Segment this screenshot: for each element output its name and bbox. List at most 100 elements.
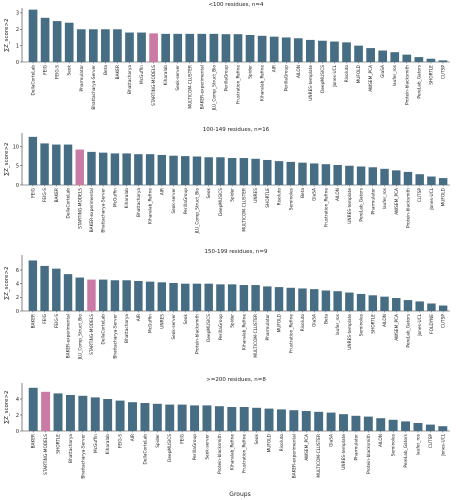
x-tick-label: UNRES-template [347, 188, 353, 224]
bar-feig [28, 136, 38, 185]
x-tick-label: Bhattacharya [68, 434, 74, 463]
x-tick-label: DellaCorteLab [101, 314, 107, 345]
bar-beta [321, 290, 331, 311]
bar-awsem-pca [392, 298, 401, 311]
bar-perillagroup [216, 284, 225, 311]
x-tick-label: MULTICOM-CLUSTER [187, 65, 193, 109]
bar-bhattacharya [65, 395, 75, 431]
x-tick-label: Risoluto [344, 65, 350, 83]
x-tick-label: Frustration_Refine [323, 188, 329, 227]
bar-protein-blacksmith [403, 171, 413, 185]
bar-pharmulator [351, 415, 361, 431]
x-tick-label: Protein-blacksmith [366, 434, 372, 474]
x-tick-label: Risoluto [279, 434, 285, 452]
x-tick-label: UNRES-template [347, 314, 353, 350]
x-tick-label: Pharmulator [265, 314, 271, 341]
chart-panel-4: >=200 residues, n=8 ∑Z_score>2 0 2 4 BAKER STA… [4, 377, 450, 479]
bar-cutsp [438, 60, 448, 62]
bar-perelab-gators [401, 421, 411, 431]
x-tick-label: FEIG [30, 188, 36, 198]
x-tick-label: Seok [67, 65, 73, 76]
x-tick-label: laufer_ros [382, 187, 388, 209]
bar-laufer-ros [380, 168, 389, 185]
bar-pharmulator [263, 286, 272, 311]
x-tick-label: SHORTLE [56, 434, 62, 454]
x-tick-label: Pharmulator [370, 188, 376, 215]
bar-seok-server [169, 155, 178, 185]
x-tick-label: MUFOLD [267, 433, 273, 452]
x-tick-label: STARTING-MODELS [151, 65, 157, 106]
x-tick-label: Spider [230, 314, 236, 328]
x-tick-label: Seok-server [171, 188, 177, 214]
x-tick-label: STARTING-MODELS [89, 314, 95, 355]
bar-mcguffin [110, 153, 120, 185]
bar-perelab-gators [403, 300, 413, 311]
x-tick-label: AIR [130, 434, 136, 441]
x-tick-label: SHORTLE [428, 65, 434, 85]
x-tick-label: Bhattacharya-Server [101, 188, 107, 233]
x-tick-label: Protein-blacksmith [217, 434, 223, 474]
bar-dellacortelab [98, 279, 108, 311]
bar-cutsp [425, 424, 435, 431]
x-tick-label: laufer_ros [392, 64, 398, 86]
x-tick-label: PerillaGroup [223, 65, 229, 91]
chart-title: <100 residues, n=4 [208, 2, 264, 8]
x-tick-label: Seminoles [391, 433, 397, 456]
x-tick-label: PerillaGroup [218, 314, 224, 340]
bar-kiharalab-refine [227, 407, 237, 431]
bar-jones-ucl [438, 426, 448, 431]
x-tick-label: DeepMUSICS [218, 188, 224, 216]
chart-title: 100-149 residues, n=16 [203, 127, 270, 133]
bar-perelab-gators [356, 166, 366, 185]
bar-seok [204, 157, 213, 185]
bar-unres-template [345, 165, 354, 185]
bar-starting-models [149, 33, 158, 62]
x-tick-label: PerillaGroup [284, 65, 290, 91]
x-tick-label: DeepMUSICS [320, 65, 326, 93]
bar-unres-template [339, 414, 348, 431]
x-tick-label: Bhattacharya [124, 314, 130, 343]
x-tick-label: Kiharalab_Refine [260, 65, 266, 101]
bar-seminoles [388, 419, 398, 431]
bar-protein-blacksmith [402, 54, 412, 62]
x-tick-label: Seok-server [175, 65, 181, 91]
y-tick-label: 6 [16, 268, 19, 274]
x-tick-label: FEIG-S [55, 65, 61, 79]
bar-baker-experimental [197, 33, 207, 62]
x-tick-label: BAKER [115, 65, 121, 79]
y-tick-label: 0 [16, 183, 19, 189]
x-tick-label: PerillaGroup [183, 188, 189, 214]
x-tick-label: JLU_Comp_Struct_Bio [194, 188, 200, 235]
bar-frustration-refine [321, 164, 331, 185]
bar-seok-server [169, 283, 178, 311]
bar-baker [113, 29, 122, 62]
bar-deepmusics [204, 283, 213, 311]
bar-shortle [426, 58, 436, 62]
x-tick-label: Bhattacharya-Server [80, 434, 86, 479]
x-tick-label: AWSEM_PCA [394, 188, 400, 215]
x-tick-label: UNRES-template [308, 65, 314, 101]
bar-pharmulator [76, 29, 86, 62]
bar-ailon [380, 296, 389, 311]
x-tick-label: CUTSP [441, 314, 447, 328]
bar-multicom-cluster [239, 158, 249, 185]
x-tick-label: MULTICOM-CLUSTER [316, 434, 322, 478]
bar-bhattacharya-server [78, 395, 88, 431]
bar-baker [28, 387, 38, 431]
x-tick-label: Beta [300, 188, 306, 198]
x-tick-label: MUFOLD [356, 64, 362, 83]
x-tick-label: FEIG-S [118, 434, 124, 448]
x-tick-label: AILON [382, 314, 388, 327]
x-tick-label: GlaSA [312, 314, 318, 327]
x-tick-label: Frustration_Refine [236, 65, 242, 104]
bar-kiharalab-refine [145, 154, 155, 185]
x-tick-label: DeepMUSICS [167, 434, 173, 462]
bar-bhattacharya [134, 154, 143, 185]
bar-deepmusics [165, 404, 175, 431]
x-tick-label: FEIG [180, 434, 186, 444]
x-tick-label: laufer_ros [335, 313, 341, 335]
bar-dellacortelab [140, 403, 150, 431]
bar-glasa [309, 163, 319, 185]
y-tick-label: 0 [16, 309, 19, 315]
